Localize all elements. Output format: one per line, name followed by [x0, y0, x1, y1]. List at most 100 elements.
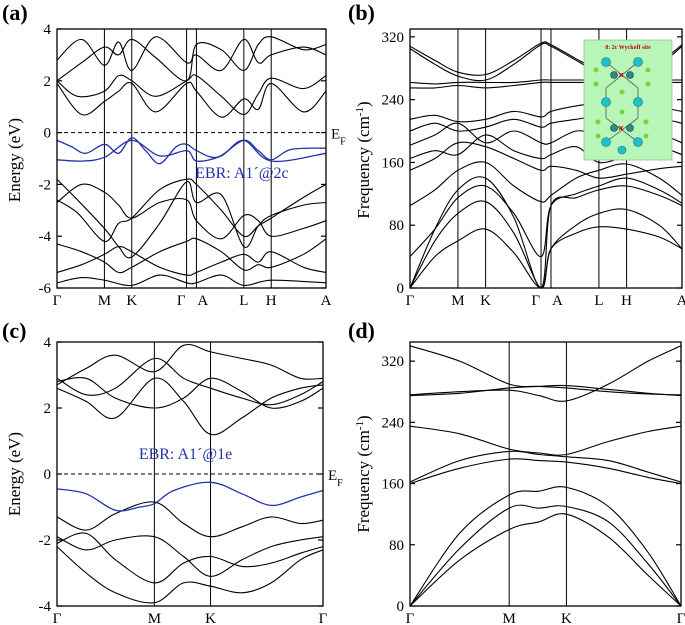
band-line [56, 81, 327, 118]
panel-a-annotation: EBR: A1´@2c [195, 165, 288, 182]
band-line [56, 178, 327, 242]
band-line [56, 532, 324, 584]
band-line [409, 504, 682, 607]
kpoint-label: Γ [177, 293, 186, 309]
y-tick-label: 0 [44, 126, 52, 142]
kpoint-label: A [197, 293, 208, 309]
inset-title: 8: 2c Wyckoff site [605, 45, 651, 51]
band-line [409, 176, 683, 289]
band-line [56, 74, 327, 116]
panel-b-ylabel: Frequency (cm-1) [354, 101, 373, 218]
kpoint-label: K [480, 293, 491, 309]
y-tick-label: -6 [39, 281, 52, 297]
y-tick-label: 80 [389, 538, 404, 554]
band-line [409, 384, 682, 397]
kpoint-label: Γ [677, 611, 685, 625]
band-line [56, 343, 324, 386]
band-line [56, 357, 324, 406]
band-line [409, 513, 682, 607]
kpoint-label: L [239, 293, 248, 309]
band-line [409, 458, 682, 485]
y-tick-label: 320 [382, 30, 405, 46]
band-line [56, 245, 327, 276]
kpoint-label: Γ [319, 611, 328, 625]
band-line [409, 161, 683, 207]
band-line [56, 36, 327, 72]
y-tick-label: 0 [44, 467, 52, 483]
band-line [409, 141, 683, 179]
y-tick-label: -4 [39, 599, 52, 615]
panel-c-label: (c) [2, 318, 26, 343]
band-line [409, 486, 682, 607]
y-tick-label: 320 [382, 354, 405, 370]
kpoint-label: M [451, 293, 464, 309]
kpoint-label: M [503, 611, 516, 625]
y-tick-label: 80 [389, 218, 404, 234]
y-tick-label: 0 [397, 599, 405, 615]
y-tick-label: -2 [39, 177, 52, 193]
kpoint-label: Γ [406, 611, 415, 625]
band-line [409, 177, 683, 258]
highlighted-band-line [56, 139, 327, 163]
band-line [56, 535, 324, 577]
panel-d-plot: 0 80 160 240 320 Γ M K Γ [382, 341, 685, 625]
band-line [56, 546, 324, 604]
band-line [56, 36, 327, 82]
kpoint-label: K [126, 293, 137, 309]
panel-a-label: (a) [2, 0, 28, 25]
panel-a-fermi-label: EF [331, 127, 346, 148]
y-tick-label: 2 [44, 401, 52, 417]
crystal-structure-inset: 8: 2c Wyckoff site [583, 39, 673, 161]
band-line [56, 178, 327, 259]
kpoint-label: K [205, 611, 216, 625]
y-tick-label: 0 [397, 281, 405, 297]
kpoint-label: H [266, 293, 277, 309]
kpoint-label: H [621, 293, 632, 309]
plot-frame [56, 28, 327, 289]
plot-frame [409, 341, 682, 607]
band-line [409, 425, 682, 456]
panel-c-ylabel: Energy (eV) [5, 432, 24, 516]
kpoint-label: L [594, 293, 603, 309]
panel-b-label: (b) [348, 0, 375, 25]
kpoint-label: A [321, 293, 332, 309]
panel-a-ylabel: Energy (eV) [5, 118, 24, 202]
band-line [56, 274, 327, 287]
y-tick-label: -4 [39, 229, 52, 245]
band-line [409, 345, 682, 396]
panel-d-ylabel: Frequency (cm-1) [354, 415, 373, 532]
band-line [56, 237, 327, 274]
panel-c-annotation: EBR: A1´@1e [139, 446, 232, 463]
band-line [56, 377, 324, 409]
kpoint-label: Γ [53, 293, 62, 309]
panel-d-label: (d) [348, 318, 375, 343]
band-line [409, 345, 682, 402]
kpoint-label: A [677, 293, 685, 309]
y-tick-label: 4 [44, 22, 52, 38]
kpoint-label: A [552, 293, 563, 309]
kpoint-label: M [98, 293, 111, 309]
band-line [56, 377, 324, 436]
band-line [409, 200, 683, 289]
highlighted-band-line [56, 481, 324, 512]
kpoint-label: Γ [406, 293, 415, 309]
band-line [409, 450, 682, 483]
y-tick-label: 160 [382, 477, 405, 493]
plot-frame [409, 28, 683, 289]
kpoint-label: Γ [531, 293, 540, 309]
kpoint-label: M [148, 611, 161, 625]
kpoint-label: Γ [53, 611, 62, 625]
y-tick-label: 240 [382, 93, 405, 109]
y-tick-label: 2 [44, 74, 52, 90]
panel-d: (d) Frequency (cm-1) 0 80 160 240 320 Γ M K Γ [348, 318, 685, 625]
y-tick-label: -2 [39, 533, 52, 549]
band-line [56, 183, 327, 240]
panel-c-fermi-label: EF [328, 468, 343, 489]
highlighted-band-line [56, 137, 327, 165]
band-line [56, 501, 324, 538]
